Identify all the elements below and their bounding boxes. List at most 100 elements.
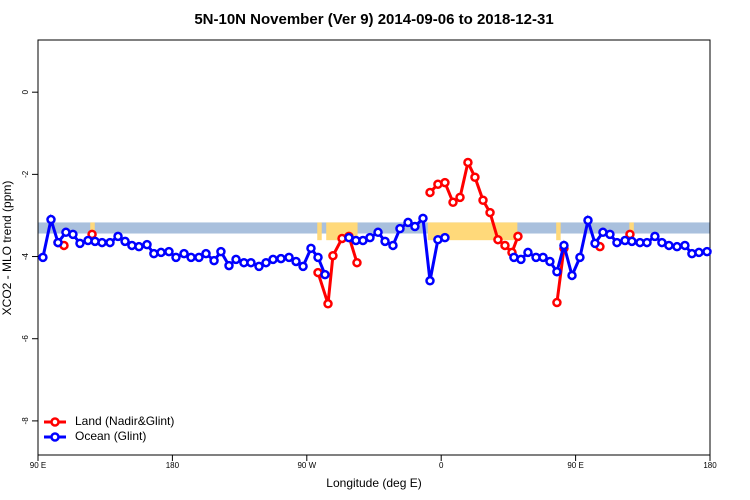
data-point: [440, 232, 450, 243]
legend-label: Ocean (Glint): [75, 429, 146, 443]
data-point: [276, 253, 286, 264]
data-point: [500, 240, 510, 251]
data-point: [97, 237, 107, 248]
data-point: [46, 214, 56, 225]
data-point: [559, 240, 569, 251]
data-point: [425, 187, 435, 198]
x-tick-label: 90 E: [30, 461, 46, 470]
data-point: [538, 252, 548, 263]
data-point: [209, 255, 219, 266]
data-point: [516, 254, 526, 265]
data-point: [612, 237, 622, 248]
x-tick-label: 180: [166, 461, 180, 470]
data-point: [567, 270, 577, 281]
data-point: [224, 260, 234, 271]
data-point: [216, 246, 226, 257]
data-point: [642, 237, 652, 248]
data-point: [664, 240, 674, 251]
legend-marker: [50, 417, 60, 427]
data-point: [186, 252, 196, 263]
data-point: [313, 252, 323, 263]
data-point: [320, 269, 330, 280]
data-point: [694, 247, 704, 258]
land-span: [556, 222, 561, 241]
data-point: [134, 241, 144, 252]
data-point: [105, 237, 115, 248]
data-point: [403, 217, 413, 228]
data-point: [552, 297, 562, 308]
data-point: [268, 254, 278, 265]
y-axis-label: XCO2 - MLO trend (ppm): [0, 181, 14, 316]
data-point: [254, 261, 264, 272]
data-point: [388, 240, 398, 251]
plot-frame: [37, 39, 711, 456]
data-point: [440, 177, 450, 188]
data-point: [149, 248, 159, 259]
data-point: [513, 231, 523, 242]
data-point: [650, 231, 660, 242]
data-point: [323, 299, 333, 309]
data-point: [365, 232, 375, 243]
chart-title: 5N-10N November (Ver 9) 2014-09-06 to 20…: [194, 11, 553, 28]
data-point: [373, 227, 383, 238]
data-point: [583, 215, 593, 226]
data-point: [156, 247, 166, 258]
data-point: [179, 248, 189, 259]
data-point: [627, 236, 637, 247]
data-point: [261, 257, 271, 268]
data-point: [590, 238, 600, 249]
data-point: [164, 246, 174, 257]
data-point: [231, 254, 241, 265]
data-point: [448, 197, 458, 208]
data-point: [425, 276, 435, 286]
data-point: [680, 240, 690, 251]
data-point: [120, 236, 130, 247]
legend-label: Land (Nadir&Glint): [75, 414, 174, 428]
x-tick-label: 90 W: [297, 461, 316, 470]
data-point: [298, 261, 308, 272]
data-point: [545, 256, 555, 267]
x-axis-label: Longitude (deg E): [326, 476, 421, 490]
data-point: [418, 213, 428, 224]
y-tick-label: -8: [21, 417, 30, 425]
data-point: [352, 257, 362, 268]
data-point: [113, 231, 123, 242]
y-tick-label: -2: [21, 170, 30, 178]
land-span: [317, 222, 322, 241]
x-tick-label: 0: [439, 461, 444, 470]
data-point: [395, 223, 405, 234]
data-point: [702, 246, 712, 257]
data-point: [142, 239, 152, 250]
data-point: [171, 252, 181, 263]
data-point: [410, 221, 420, 232]
data-point: [455, 192, 465, 203]
legend-marker: [50, 432, 60, 442]
data-point: [194, 252, 204, 263]
data-point: [291, 256, 301, 267]
y-tick-label: -4: [21, 252, 30, 260]
y-tick-label: 0: [21, 89, 30, 94]
x-tick-label: 180: [703, 461, 717, 470]
data-point: [672, 241, 682, 252]
data-point: [246, 257, 256, 268]
data-point: [68, 229, 78, 240]
data-point: [485, 207, 495, 218]
data-point: [306, 243, 316, 254]
data-point: [201, 248, 211, 259]
data-point: [53, 237, 63, 248]
reference-band: [38, 222, 710, 234]
data-point: [75, 238, 85, 249]
data-point: [478, 195, 488, 205]
x-tick-label: 90 E: [567, 461, 583, 470]
data-point: [328, 250, 338, 261]
data-point: [575, 252, 585, 263]
data-point: [552, 266, 562, 277]
data-point: [470, 172, 480, 182]
data-point: [38, 252, 48, 263]
data-point: [463, 157, 473, 168]
data-point: [493, 234, 503, 245]
data-point: [380, 236, 390, 247]
data-point: [605, 229, 615, 240]
data-point: [523, 247, 533, 258]
